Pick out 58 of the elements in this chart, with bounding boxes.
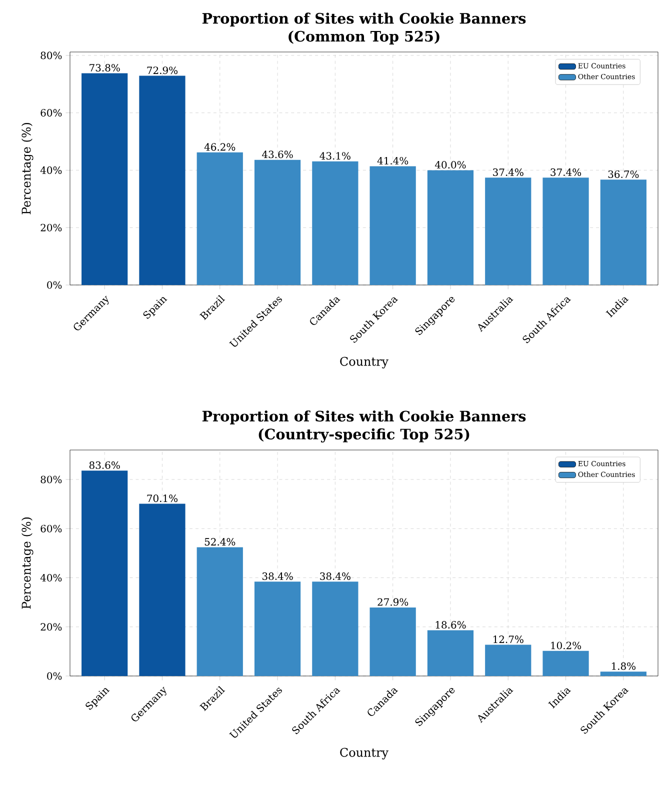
bar (485, 178, 532, 285)
y-tick-label: 40% (40, 166, 62, 174)
bar (427, 170, 474, 285)
data-label: 46.2% (204, 143, 236, 151)
chart-subtitle: (Common Top 525) (288, 30, 440, 44)
bar (542, 178, 589, 285)
y-tick-label: 60% (40, 109, 62, 117)
data-label: 10.2% (551, 642, 582, 650)
y-tick-label: 0% (47, 281, 62, 289)
data-label: 70.1% (147, 494, 178, 502)
bar (196, 547, 243, 676)
data-label: 18.6% (436, 621, 466, 629)
bar (312, 161, 358, 285)
bar (139, 76, 186, 285)
bar (600, 672, 646, 676)
data-label: 37.4% (493, 168, 524, 176)
bar (427, 630, 474, 676)
data-label: 43.1% (320, 152, 350, 160)
x-axis-title: Country (340, 356, 388, 368)
data-label: 27.9% (378, 598, 408, 606)
y-axis-title: Percentage (%) (22, 517, 34, 609)
chart-title: Proportion of Sites with Cookie Banners (202, 410, 526, 424)
data-label: 38.4% (320, 572, 350, 580)
data-label: 83.6% (89, 461, 120, 469)
y-axis-title: Percentage (%) (22, 122, 34, 214)
chart-title: Proportion of Sites with Cookie Banners (202, 12, 526, 27)
y-tick-label: 60% (40, 524, 62, 532)
data-label: 12.7% (494, 636, 524, 644)
data-label: 43.6% (262, 150, 293, 158)
y-tick-label: 40% (40, 574, 62, 582)
y-tick-label: 80% (40, 52, 62, 60)
y-tick-label: 20% (40, 224, 62, 232)
data-label: 40.0% (434, 160, 466, 169)
bar (542, 650, 589, 676)
bar (82, 470, 128, 676)
bar (196, 152, 243, 285)
bar (312, 582, 358, 676)
bar (370, 166, 416, 285)
bar (254, 582, 301, 676)
y-tick-label: 80% (40, 476, 62, 484)
chart-subtitle: (Country-specific Top 525) (258, 428, 470, 442)
data-label: 73.8% (90, 64, 120, 72)
data-label: 52.4% (204, 538, 236, 546)
bar (254, 160, 301, 285)
bar (139, 504, 186, 676)
data-label: 72.9% (147, 66, 178, 74)
data-label: 38.4% (262, 572, 293, 580)
data-label: 36.7% (608, 170, 639, 178)
data-label: 37.4% (550, 168, 582, 176)
data-label: 41.4% (377, 156, 408, 164)
bar (82, 73, 128, 285)
bar (485, 644, 532, 676)
y-tick-label: 20% (40, 623, 62, 631)
bar (370, 607, 416, 676)
data-label: 1.8% (612, 662, 636, 670)
y-tick-label: 0% (47, 672, 62, 680)
bar (600, 180, 646, 285)
x-axis-title: Country (340, 748, 388, 760)
